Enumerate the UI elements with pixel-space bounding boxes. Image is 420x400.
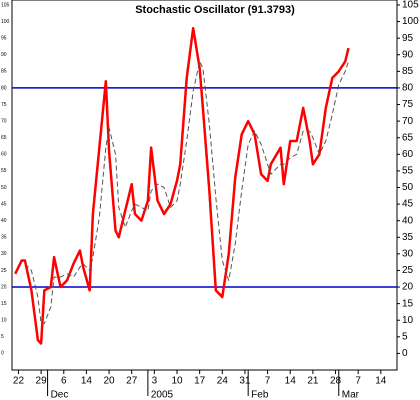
y-tick-label-left: 70 (1, 118, 7, 124)
month-label: Feb (251, 390, 269, 400)
y-tick-label-left: 40 (1, 218, 7, 224)
y-tick-label-left: 85 (1, 69, 7, 75)
y-tick-label-left: 90 (1, 52, 7, 58)
y-tick-label-left: 100 (1, 19, 10, 25)
month-label: 2005 (151, 390, 174, 400)
y-tick-label: 100 (402, 16, 419, 27)
y-tick-label: 50 (402, 182, 414, 193)
y-tick-label: 80 (402, 83, 414, 94)
y-tick-label: 5 (402, 331, 408, 342)
x-tick-label: 24 (217, 376, 229, 387)
x-tick-label: 21 (307, 376, 319, 387)
y-tick-label: 55 (402, 166, 414, 177)
y-tick-label-left: 20 (1, 284, 7, 290)
y-tick-label-left: 45 (1, 201, 7, 207)
y-tick-label-left: 95 (1, 35, 7, 41)
y-tick-label: 20 (402, 282, 414, 293)
y-tick-label-left: 50 (1, 185, 7, 191)
x-tick-label: 6 (61, 376, 67, 387)
y-tick-label-left: 35 (1, 235, 7, 241)
month-label: Mar (342, 390, 360, 400)
chart-title: Stochastic Oscillator (91.3793) (135, 4, 295, 16)
y-tick-label-left: 65 (1, 135, 7, 141)
y-tick-label: 75 (402, 99, 414, 110)
y-tick-label: 60 (402, 149, 414, 160)
y-tick-label: 30 (402, 248, 414, 259)
y-tick-label-left: 0 (1, 351, 4, 357)
y-tick-label-left: 10 (1, 318, 7, 324)
y-tick-label-left: 5 (1, 334, 4, 340)
series-line (14, 26, 350, 345)
y-tick-label-left: 30 (1, 251, 7, 257)
y-tick-label: 85 (402, 66, 414, 77)
y-tick-label: 90 (402, 49, 414, 60)
y-tick-label: 35 (402, 232, 414, 243)
y-tick-label-left: 55 (1, 168, 7, 174)
x-tick-label: 31 (239, 376, 251, 387)
y-tick-label: 10 (402, 315, 414, 326)
x-tick-label: 14 (375, 376, 387, 387)
plot-frame (11, 0, 398, 371)
y-tick-label: 15 (402, 298, 414, 309)
x-tick-label: 20 (103, 376, 115, 387)
y-tick-label-left: 60 (1, 152, 7, 158)
series-line (24, 60, 349, 325)
y-tick-label-left: 15 (1, 301, 7, 307)
y-tick-label-left: 80 (1, 85, 7, 91)
y-tick-label-left: 105 (1, 2, 10, 8)
x-tick-label: 22 (13, 376, 25, 387)
month-label: Dec (51, 390, 69, 400)
y-tick-label-left: 75 (1, 102, 7, 108)
x-tick-label: 10 (171, 376, 183, 387)
x-tick-label: 14 (81, 376, 93, 387)
y-tick-label: 65 (402, 132, 414, 143)
y-tick-label-left: 25 (1, 268, 7, 274)
x-tick-label: 29 (36, 376, 48, 387)
x-tick-label: 14 (285, 376, 297, 387)
y-tick-label: 95 (402, 33, 414, 44)
y-tick-label: 40 (402, 215, 414, 226)
x-tick-label: 7 (265, 376, 271, 387)
x-tick-label: 27 (126, 376, 138, 387)
y-tick-label: 0 (402, 348, 408, 359)
x-tick-label: 7 (355, 376, 361, 387)
x-tick-label: 28 (330, 376, 342, 387)
y-tick-label: 70 (402, 116, 414, 127)
y-tick-label: 105 (402, 0, 419, 11)
x-tick-label: 3 (152, 376, 158, 387)
y-tick-label: 25 (402, 265, 414, 276)
x-tick-label: 17 (194, 376, 206, 387)
y-tick-label: 45 (402, 199, 414, 210)
